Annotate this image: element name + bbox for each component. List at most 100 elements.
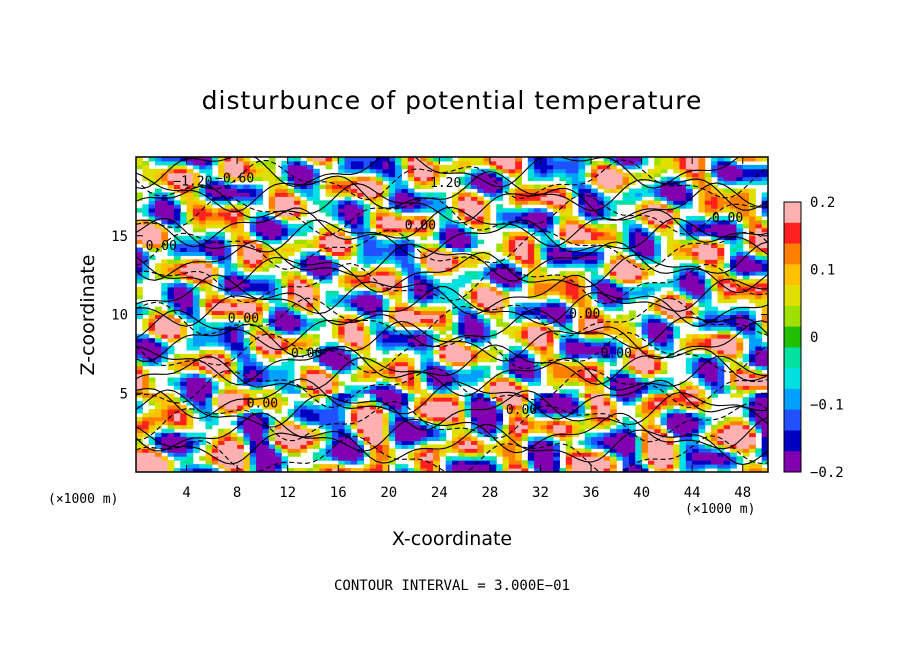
heatmap-cell (496, 243, 504, 249)
heatmap-cell (616, 349, 624, 355)
heatmap-cell (407, 196, 415, 201)
heatmap-cell (249, 286, 257, 292)
heatmap-cell (275, 428, 282, 434)
heatmap-cell (382, 302, 390, 308)
heatmap-cell (477, 401, 485, 406)
heatmap-cell (338, 464, 346, 469)
heatmap-cell (534, 452, 541, 457)
heatmap-cell (199, 188, 207, 193)
heatmap-cell (407, 424, 415, 430)
heatmap-cell (192, 365, 200, 371)
heatmap-cell (167, 184, 175, 189)
heatmap-cell (559, 188, 567, 193)
heatmap-cell (508, 448, 516, 453)
heatmap-cell (300, 338, 308, 343)
heatmap-cell (319, 184, 327, 189)
heatmap-cell (420, 259, 428, 264)
heatmap-cell (597, 231, 605, 237)
heatmap-cell (363, 204, 371, 209)
heatmap-cell (515, 389, 523, 394)
heatmap-cell (275, 184, 282, 189)
heatmap-cell (312, 322, 320, 327)
heatmap-cell (603, 412, 611, 418)
heatmap-cell (540, 212, 548, 217)
heatmap-cell (142, 208, 150, 213)
heatmap-cell (230, 436, 238, 441)
heatmap-cell (420, 412, 428, 418)
heatmap-cell (470, 243, 478, 249)
heatmap-cell (534, 283, 541, 288)
heatmap-cell (414, 172, 421, 178)
heatmap-cell (180, 294, 188, 300)
heatmap-cell (508, 192, 516, 197)
heatmap-cell (382, 216, 390, 221)
heatmap-cell (230, 164, 238, 170)
heatmap-cell (388, 310, 396, 315)
heatmap-cell (211, 342, 219, 347)
heatmap-cell (439, 322, 447, 327)
heatmap-cell (294, 306, 301, 312)
heatmap-cell (546, 310, 554, 315)
heatmap-cell (319, 259, 327, 264)
heatmap-cell (439, 231, 447, 237)
heatmap-cell (344, 342, 352, 347)
heatmap-cell (515, 318, 523, 323)
heatmap-cell (546, 275, 554, 280)
heatmap-cell (230, 440, 238, 445)
heatmap-cell (388, 346, 396, 351)
heatmap-cell (224, 397, 232, 402)
heatmap-cell (553, 290, 560, 296)
heatmap-cell (578, 223, 586, 229)
heatmap-cell (376, 176, 383, 182)
heatmap-cell (426, 220, 434, 225)
heatmap-cell (300, 231, 308, 237)
heatmap-cell (154, 468, 162, 472)
heatmap-cell (578, 251, 586, 256)
heatmap-cell (287, 204, 295, 209)
heatmap-cell (439, 436, 447, 441)
heatmap-cell (610, 231, 617, 237)
heatmap-cell (464, 220, 472, 225)
heatmap-cell (534, 405, 541, 410)
heatmap-cell (610, 432, 617, 438)
heatmap-cell (483, 267, 491, 272)
heatmap-cell (527, 235, 535, 241)
heatmap-cell (477, 294, 485, 300)
heatmap-cell (180, 267, 188, 272)
heatmap-cell (578, 286, 586, 292)
heatmap-cell (369, 164, 377, 170)
heatmap-cell (584, 334, 592, 339)
heatmap-cell (414, 464, 421, 469)
heatmap-cell (325, 235, 333, 241)
heatmap-cell (546, 212, 554, 217)
heatmap-cell (578, 160, 586, 166)
heatmap-cell (439, 157, 447, 162)
heatmap-cell (325, 160, 333, 166)
heatmap-cell (477, 432, 485, 438)
heatmap-cell (357, 460, 365, 465)
heatmap-cell (344, 275, 352, 280)
heatmap-cell (357, 164, 365, 170)
heatmap-cell (148, 235, 156, 241)
heatmap-cell (325, 176, 333, 182)
heatmap-cell (161, 180, 169, 186)
heatmap-cell (281, 223, 289, 229)
heatmap-cell (546, 452, 554, 457)
heatmap-cell (496, 448, 504, 453)
heatmap-cell (540, 440, 548, 445)
heatmap-cell (414, 440, 421, 445)
heatmap-cell (205, 168, 213, 174)
heatmap-cell (597, 401, 605, 406)
heatmap-cell (597, 275, 605, 280)
heatmap-cell (192, 247, 200, 252)
heatmap-cell (369, 279, 377, 284)
heatmap-cell (287, 381, 295, 386)
heatmap-cell (136, 456, 143, 461)
heatmap-cell (249, 385, 257, 390)
heatmap-cell (180, 353, 188, 359)
heatmap-cell (388, 243, 396, 249)
heatmap-cell (464, 271, 472, 276)
heatmap-cell (192, 223, 200, 229)
heatmap-cell (376, 314, 383, 319)
heatmap-cell (281, 373, 289, 378)
